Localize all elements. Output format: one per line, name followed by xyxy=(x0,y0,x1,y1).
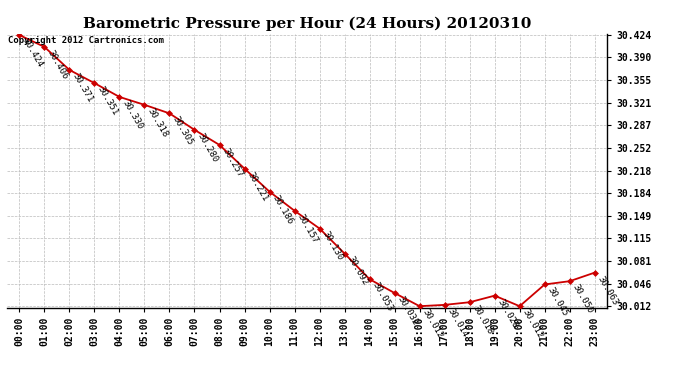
Text: 30.330: 30.330 xyxy=(121,98,145,131)
Text: 30.280: 30.280 xyxy=(196,131,220,164)
Text: 30.053: 30.053 xyxy=(371,280,395,313)
Text: 30.130: 30.130 xyxy=(321,230,345,262)
Text: 30.371: 30.371 xyxy=(71,71,95,104)
Text: 30.028: 30.028 xyxy=(496,297,520,330)
Text: 30.012: 30.012 xyxy=(521,308,545,340)
Text: 30.318: 30.318 xyxy=(146,106,170,139)
Text: 30.092: 30.092 xyxy=(346,255,370,287)
Text: 30.012: 30.012 xyxy=(421,308,445,340)
Text: 30.045: 30.045 xyxy=(546,286,570,318)
Text: 30.063: 30.063 xyxy=(596,274,620,306)
Text: 30.406: 30.406 xyxy=(46,48,70,81)
Text: 30.257: 30.257 xyxy=(221,146,245,179)
Text: 30.351: 30.351 xyxy=(96,84,120,117)
Text: 30.221: 30.221 xyxy=(246,170,270,202)
Text: 30.014: 30.014 xyxy=(446,306,470,339)
Text: 30.186: 30.186 xyxy=(271,193,295,225)
Text: 30.157: 30.157 xyxy=(296,212,320,244)
Text: 30.424: 30.424 xyxy=(21,36,45,69)
Text: 30.018: 30.018 xyxy=(471,304,495,336)
Title: Barometric Pressure per Hour (24 Hours) 20120310: Barometric Pressure per Hour (24 Hours) … xyxy=(83,17,531,31)
Text: Copyright 2012 Cartronics.com: Copyright 2012 Cartronics.com xyxy=(8,36,164,45)
Text: 30.305: 30.305 xyxy=(171,115,195,147)
Text: 30.050: 30.050 xyxy=(571,283,595,315)
Text: 30.032: 30.032 xyxy=(396,294,420,327)
